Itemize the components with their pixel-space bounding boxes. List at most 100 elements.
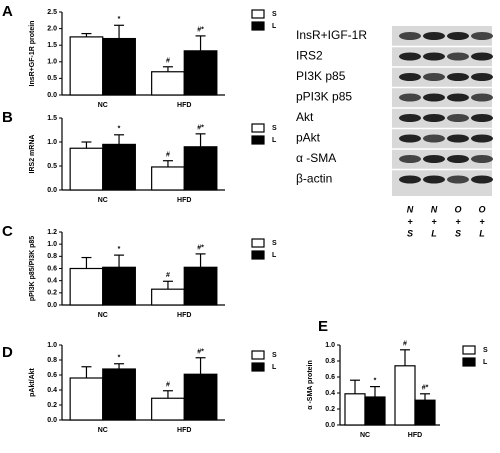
blot-row-label: pAkt xyxy=(296,131,321,145)
x-tick-label: HFD xyxy=(177,197,191,204)
bar xyxy=(102,266,136,306)
blot-background xyxy=(392,26,492,196)
bar xyxy=(151,288,185,306)
bar xyxy=(183,50,218,96)
significance-marker: # xyxy=(403,341,407,348)
blot-row-label: pPI3K p85 xyxy=(296,90,352,104)
significance-marker: * xyxy=(118,16,121,23)
significance-marker: # xyxy=(166,272,170,279)
legend-swatch xyxy=(251,123,265,133)
y-tick-label: 2.5 xyxy=(47,9,57,16)
blot-band xyxy=(471,114,493,122)
blot-band xyxy=(423,134,445,143)
x-tick-label: NC xyxy=(360,432,370,439)
significance-marker: # xyxy=(166,382,170,389)
y-tick-label: 0.2 xyxy=(47,290,57,297)
bar xyxy=(151,166,185,191)
y-tick-label: 0.6 xyxy=(47,372,57,379)
blot-band xyxy=(399,32,421,40)
blot-band xyxy=(447,93,469,102)
blot-band xyxy=(399,114,421,122)
blot-band xyxy=(447,52,469,61)
significance-marker: * xyxy=(374,377,377,384)
blot-band xyxy=(471,175,493,184)
legend-swatch xyxy=(251,362,265,372)
blot-band xyxy=(447,73,469,81)
bar xyxy=(394,365,416,426)
blot-row-label: β-actin xyxy=(296,172,332,186)
lane-label: L xyxy=(431,228,437,238)
y-tick-label: 2.0 xyxy=(47,25,57,32)
legend-label: L xyxy=(272,252,277,259)
y-tick-label: 0.8 xyxy=(47,253,57,260)
y-axis-label: pPI3K p85/PI3K p85 xyxy=(29,236,36,301)
blot-band xyxy=(471,93,493,102)
blot-row-label: Akt xyxy=(296,110,314,124)
blot-band xyxy=(447,114,469,122)
legend-label: S xyxy=(483,347,488,354)
blot-band xyxy=(423,114,445,122)
lane-label: S xyxy=(455,228,461,238)
y-axis-label: IRS2 mRNA xyxy=(29,135,36,174)
blot-band xyxy=(471,134,493,143)
significance-marker: #* xyxy=(197,27,204,34)
blot-row-label: PI3K p85 xyxy=(296,69,346,83)
significance-marker: #* xyxy=(197,125,204,132)
y-tick-label: 1.0 xyxy=(325,342,335,349)
legend-swatch xyxy=(462,357,476,367)
y-tick-label: 1.0 xyxy=(47,241,57,248)
blot-band xyxy=(423,32,445,40)
bar xyxy=(183,373,218,421)
legend-swatch xyxy=(251,21,265,31)
y-tick-label: 0.4 xyxy=(325,390,335,397)
y-tick-label: 1.5 xyxy=(47,115,57,122)
bar xyxy=(364,396,386,426)
blot-band xyxy=(447,175,469,184)
lane-label: N xyxy=(407,204,414,214)
legend-label: S xyxy=(272,240,277,247)
legend-label: L xyxy=(272,364,277,371)
blot-band xyxy=(423,175,445,184)
bar xyxy=(151,71,185,96)
y-tick-label: 0.0 xyxy=(47,187,57,194)
x-tick-label: NC xyxy=(98,427,108,434)
significance-marker: * xyxy=(118,246,121,253)
panel-letter: E xyxy=(318,318,328,335)
y-axis-label: InsR+GF-1R protein xyxy=(29,21,36,87)
lane-label: S xyxy=(407,228,413,238)
panel-letter: C xyxy=(2,223,13,240)
x-tick-label: HFD xyxy=(177,427,191,434)
bar xyxy=(69,377,104,421)
legend-swatch xyxy=(251,350,265,360)
blot-band xyxy=(471,73,493,81)
y-tick-label: 1.0 xyxy=(47,342,57,349)
bar xyxy=(414,399,436,426)
legend-label: L xyxy=(483,359,488,366)
x-tick-label: HFD xyxy=(177,312,191,319)
y-tick-label: 1.0 xyxy=(47,139,57,146)
y-tick-label: 0.6 xyxy=(325,374,335,381)
legend-label: L xyxy=(272,137,277,144)
blot-row-label: InsR+IGF-1R xyxy=(296,28,367,42)
significance-marker: #* xyxy=(197,245,204,252)
y-tick-label: 0.0 xyxy=(47,302,57,309)
bar xyxy=(344,393,366,426)
legend-label: S xyxy=(272,125,277,132)
bar xyxy=(183,266,218,306)
significance-marker: * xyxy=(118,355,121,362)
bar xyxy=(151,397,185,421)
lane-label: N xyxy=(431,204,438,214)
legend-swatch xyxy=(462,345,476,355)
significance-marker: # xyxy=(166,152,170,159)
bar xyxy=(69,147,104,191)
y-tick-label: 1.5 xyxy=(47,42,57,49)
y-tick-label: 0.8 xyxy=(325,358,335,365)
blot-band xyxy=(423,73,445,81)
blot-band xyxy=(471,52,493,61)
x-tick-label: NC xyxy=(98,197,108,204)
legend-swatch xyxy=(251,9,265,19)
y-tick-label: 0.5 xyxy=(47,75,57,82)
legend-label: L xyxy=(272,23,277,30)
x-tick-label: HFD xyxy=(408,432,422,439)
legend-swatch xyxy=(251,250,265,260)
